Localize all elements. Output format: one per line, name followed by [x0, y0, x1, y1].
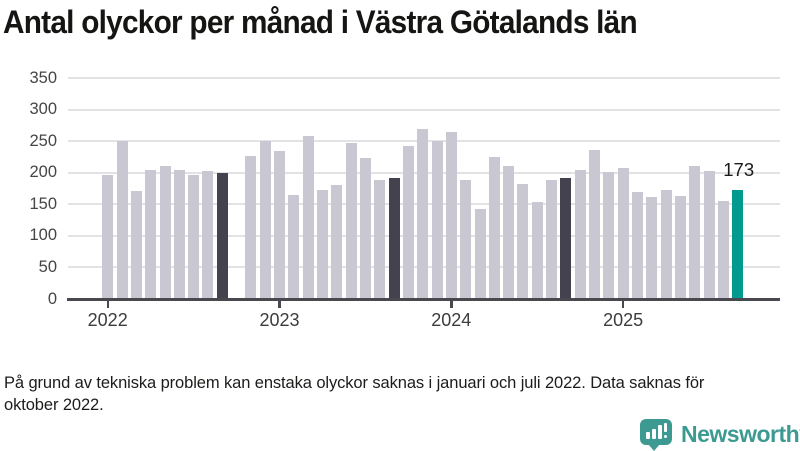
bar-2024-01: [445, 132, 457, 299]
bar-2024-08: [546, 180, 558, 299]
bar-2022-05: [159, 166, 171, 299]
bar-2025-06: [689, 165, 701, 299]
bar-chart-plot-area: 0 50 100 150 200 250 300 350 2022 2023 2024 2025 173: [29, 68, 780, 330]
bar-2024-06: [517, 183, 529, 299]
x-axis-label-2023: 2023: [259, 310, 300, 330]
bar-2023-09: [388, 178, 400, 299]
bar-2023-05: [331, 185, 343, 299]
x-axis-label-2025: 2025: [603, 310, 644, 330]
y-axis-label-100: 100: [29, 226, 57, 245]
bar-2023-03: [302, 135, 314, 299]
y-axis-label-350: 350: [29, 68, 57, 87]
y-axis-label-250: 250: [29, 131, 57, 150]
y-axis-label-300: 300: [29, 100, 57, 119]
gridline-300: [68, 108, 780, 111]
x-axis-line: [67, 297, 780, 301]
bar-2025-01: [617, 168, 629, 299]
bar-2022-04: [145, 169, 157, 299]
bar-2025-02: [632, 192, 643, 299]
x-axis-tick-2023: [278, 300, 281, 308]
bar-2024-05: [503, 166, 515, 299]
y-axis-label-0: 0: [47, 289, 57, 308]
x-axis-label-2024: 2024: [431, 310, 472, 330]
bar-2024-07: [531, 202, 543, 299]
y-axis-label-50: 50: [38, 257, 57, 276]
bar-2023-11: [417, 128, 429, 299]
bar-2022-03: [130, 191, 142, 299]
current-value-label: 173: [723, 158, 755, 180]
chart-footnote: På grund av tekniska problem kan enstaka…: [4, 374, 705, 414]
bar-2023-07: [359, 158, 371, 299]
bar-2025-05: [674, 195, 686, 299]
bar-2023-01: [274, 150, 285, 299]
gridline-350: [68, 77, 780, 79]
bar-2023-12: [431, 140, 443, 299]
chart-title: Antal olyckor per månad i Västra Götalan…: [3, 4, 638, 40]
bar-2024-02: [460, 180, 472, 299]
x-axis-label-2022: 2022: [87, 310, 128, 330]
bar-2022-09: [216, 173, 228, 299]
bar-2023-02: [288, 194, 300, 299]
bar-2023-08: [374, 180, 386, 299]
bar-2025-09: [732, 189, 744, 299]
bar-2024-03: [474, 208, 486, 299]
bar-2022-12: [259, 140, 271, 299]
bar-2024-11: [589, 150, 600, 299]
bar-2022-11: [245, 156, 257, 299]
newsworthy-logo-text: Newsworthy: [681, 421, 800, 447]
bar-2024-12: [603, 171, 615, 299]
bar-2024-09: [560, 178, 572, 299]
bar-2025-04: [660, 190, 672, 299]
newsworthy-logo: Newsworthy: [640, 418, 800, 451]
y-axis-label-150: 150: [29, 194, 57, 213]
x-axis-tick-2022: [106, 300, 109, 308]
bar-2022-01: [102, 175, 114, 299]
bar-2023-10: [402, 145, 414, 299]
x-axis-tick-2025: [621, 300, 625, 308]
bar-2025-08: [717, 201, 729, 299]
bar-2024-04: [488, 156, 500, 299]
bar-2025-03: [646, 197, 658, 299]
bar-2022-08: [202, 170, 214, 299]
bar-2023-04: [317, 189, 328, 299]
bar-2022-02: [116, 140, 128, 299]
bar-2024-10: [574, 169, 586, 299]
bar-2022-07: [188, 175, 200, 299]
y-axis-label-200: 200: [29, 163, 57, 182]
bar-2023-06: [345, 143, 357, 299]
x-axis-tick-2024: [450, 300, 453, 308]
bar-2022-06: [173, 169, 185, 299]
bar-2025-07: [703, 170, 715, 299]
